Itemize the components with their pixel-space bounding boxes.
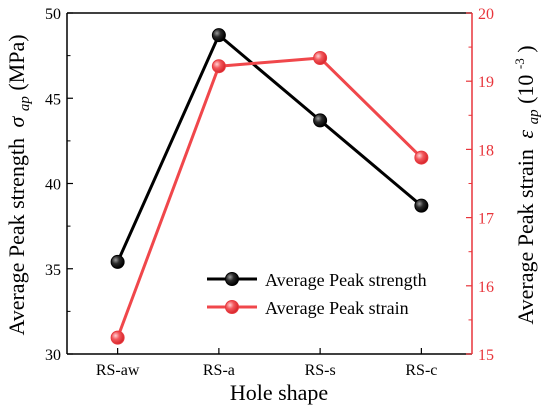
x-tick-label: RS-s — [305, 362, 336, 379]
data-point-strain — [414, 150, 429, 165]
data-point-strain — [110, 330, 125, 345]
right-axis-subscript: ap — [526, 109, 542, 125]
right-axis-label-text: Average Peak strain — [513, 149, 538, 325]
data-point-strength — [313, 113, 328, 128]
left-tick-label: 45 — [45, 91, 61, 108]
legend-marker-strain — [225, 300, 239, 314]
x-tick-label: RS-aw — [96, 362, 140, 379]
right-tick-label: 20 — [478, 6, 494, 23]
left-axis-label-text: Average Peak strength — [4, 138, 29, 336]
right-tick-label: 16 — [478, 279, 494, 296]
right-axis-unit-exp: -3 — [512, 58, 527, 69]
left-axis-label: Average Peak strength σ ap (MPa) — [4, 34, 34, 335]
right-tick-label: 15 — [478, 347, 494, 364]
series-points — [110, 28, 429, 345]
data-point-strength — [414, 198, 429, 213]
left-ticks: 30 35 40 45 50 — [45, 6, 73, 364]
left-tick-label: 50 — [45, 6, 61, 23]
right-axis-symbol: ε — [513, 130, 538, 139]
data-point-strain — [211, 59, 226, 74]
series-line-strain — [116, 56, 423, 339]
legend-label-strength: Average Peak strength — [265, 270, 427, 290]
left-tick-label: 40 — [45, 177, 61, 194]
right-tick-label: 18 — [478, 142, 494, 159]
left-tick-label: 30 — [45, 347, 61, 364]
right-ticks: 15 16 17 18 19 20 — [466, 6, 494, 364]
left-tick-label: 35 — [45, 262, 61, 279]
left-axis-subscript: ap — [17, 96, 33, 112]
x-axis-label: Hole shape — [230, 380, 328, 405]
right-tick-label: 17 — [478, 211, 494, 228]
legend-marker-strength — [225, 272, 239, 286]
data-point-strength — [211, 28, 226, 43]
right-axis-label: Average Peak strain ε ap (10 -3 ) — [504, 45, 543, 324]
left-axis-unit: (MPa) — [4, 34, 29, 90]
left-axis-symbol: σ — [4, 116, 29, 128]
data-point-strain — [313, 51, 328, 66]
x-ticks: RS-aw RS-a RS-s RS-c — [96, 348, 437, 379]
right-axis-unit-open: (10 — [513, 75, 538, 104]
legend-label-strain: Average Peak strain — [265, 298, 409, 318]
x-tick-label: RS-c — [405, 362, 437, 379]
series-line-strength — [116, 33, 423, 263]
series-lines — [116, 33, 423, 339]
data-point-strength — [110, 254, 125, 269]
legend: Average Peak strength Average Peak strai… — [207, 270, 427, 318]
x-tick-label: RS-a — [203, 362, 235, 379]
right-tick-label: 19 — [478, 74, 494, 91]
right-axis-unit-close: ) — [513, 45, 538, 52]
